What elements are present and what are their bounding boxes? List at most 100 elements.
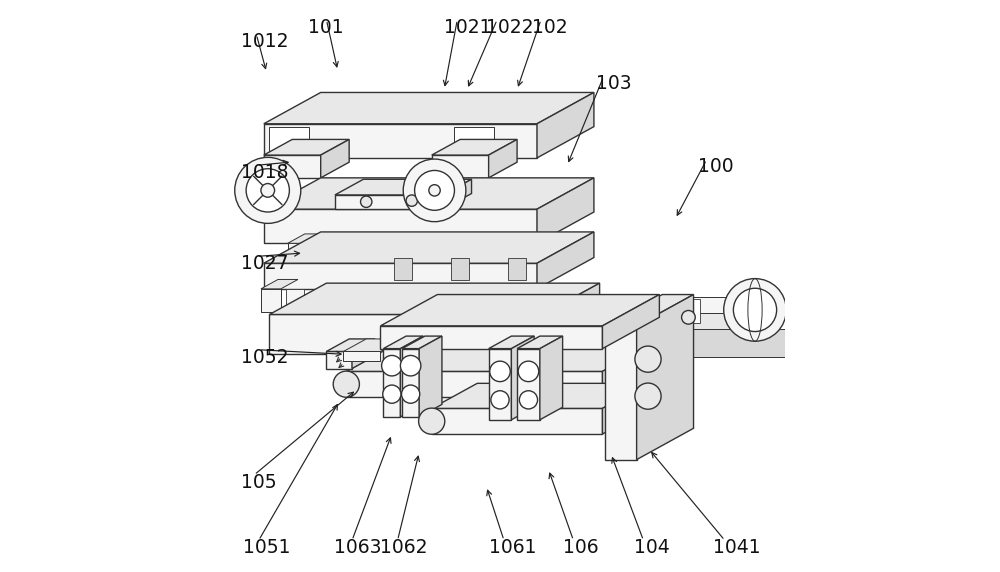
Polygon shape	[454, 126, 494, 155]
Text: 101: 101	[308, 18, 343, 37]
Polygon shape	[261, 289, 281, 312]
Polygon shape	[489, 336, 534, 348]
Polygon shape	[580, 299, 604, 323]
Polygon shape	[380, 295, 659, 326]
Text: 1012: 1012	[241, 31, 289, 51]
Circle shape	[383, 385, 401, 403]
Polygon shape	[264, 232, 594, 263]
Polygon shape	[343, 339, 403, 351]
Polygon shape	[537, 232, 594, 289]
Polygon shape	[493, 243, 513, 275]
Polygon shape	[261, 280, 298, 289]
Polygon shape	[443, 179, 472, 209]
Circle shape	[724, 279, 786, 341]
Circle shape	[491, 391, 509, 409]
Circle shape	[361, 196, 372, 208]
Polygon shape	[409, 355, 620, 377]
Polygon shape	[508, 257, 526, 280]
Polygon shape	[400, 336, 423, 417]
Polygon shape	[326, 339, 375, 351]
Circle shape	[333, 371, 359, 398]
Circle shape	[682, 311, 695, 324]
Polygon shape	[451, 289, 469, 312]
Text: 105: 105	[241, 473, 277, 492]
Polygon shape	[383, 336, 423, 348]
Polygon shape	[419, 336, 442, 417]
Text: 102: 102	[532, 18, 568, 37]
Text: 1061: 1061	[489, 538, 536, 557]
Polygon shape	[543, 283, 600, 354]
Polygon shape	[352, 339, 375, 368]
Polygon shape	[537, 178, 594, 243]
Polygon shape	[264, 209, 537, 243]
Polygon shape	[637, 295, 694, 460]
Circle shape	[246, 169, 289, 212]
Text: 1062: 1062	[380, 538, 428, 557]
Polygon shape	[409, 377, 580, 406]
Circle shape	[519, 391, 538, 409]
Text: 1021: 1021	[444, 18, 492, 37]
Circle shape	[518, 361, 539, 382]
Polygon shape	[269, 283, 600, 315]
Polygon shape	[264, 124, 537, 158]
Polygon shape	[288, 243, 308, 275]
Polygon shape	[343, 351, 380, 361]
Circle shape	[635, 346, 661, 372]
Polygon shape	[269, 126, 309, 155]
Circle shape	[382, 355, 402, 376]
Polygon shape	[335, 195, 443, 209]
Polygon shape	[264, 263, 537, 289]
Text: 1022: 1022	[486, 18, 533, 37]
Polygon shape	[625, 299, 649, 323]
Circle shape	[630, 311, 644, 324]
Polygon shape	[269, 315, 543, 354]
Polygon shape	[264, 140, 349, 155]
Polygon shape	[394, 257, 412, 280]
Polygon shape	[432, 155, 489, 178]
Polygon shape	[568, 313, 773, 341]
Polygon shape	[432, 383, 648, 408]
Text: 1018: 1018	[241, 162, 289, 182]
Polygon shape	[605, 295, 694, 326]
Polygon shape	[489, 348, 511, 420]
Text: 1027: 1027	[241, 254, 289, 273]
Circle shape	[235, 157, 301, 224]
Text: 106: 106	[563, 538, 598, 557]
Polygon shape	[264, 93, 594, 124]
Circle shape	[490, 361, 510, 382]
Circle shape	[402, 385, 420, 403]
Circle shape	[400, 355, 421, 376]
Text: 100: 100	[698, 157, 734, 176]
Polygon shape	[605, 326, 637, 460]
Polygon shape	[288, 234, 325, 243]
Polygon shape	[602, 383, 648, 434]
Polygon shape	[511, 336, 534, 420]
Polygon shape	[597, 329, 802, 357]
Polygon shape	[264, 178, 594, 209]
Polygon shape	[602, 295, 659, 348]
Polygon shape	[432, 140, 517, 155]
Polygon shape	[286, 289, 304, 312]
Polygon shape	[602, 346, 648, 397]
Circle shape	[733, 288, 777, 332]
Text: 103: 103	[596, 74, 631, 93]
Polygon shape	[540, 297, 745, 326]
Polygon shape	[365, 243, 385, 275]
Polygon shape	[402, 348, 419, 417]
Polygon shape	[326, 351, 352, 368]
Polygon shape	[432, 408, 602, 434]
Circle shape	[585, 311, 598, 324]
Polygon shape	[502, 289, 520, 312]
Polygon shape	[441, 243, 462, 275]
Polygon shape	[335, 179, 472, 195]
Polygon shape	[321, 140, 349, 178]
Polygon shape	[676, 299, 700, 323]
Polygon shape	[380, 326, 602, 348]
Polygon shape	[346, 346, 648, 371]
Polygon shape	[402, 336, 442, 348]
Polygon shape	[383, 348, 400, 417]
Polygon shape	[346, 371, 602, 397]
Polygon shape	[540, 336, 563, 420]
Text: 1051: 1051	[243, 538, 290, 557]
Circle shape	[261, 184, 275, 197]
